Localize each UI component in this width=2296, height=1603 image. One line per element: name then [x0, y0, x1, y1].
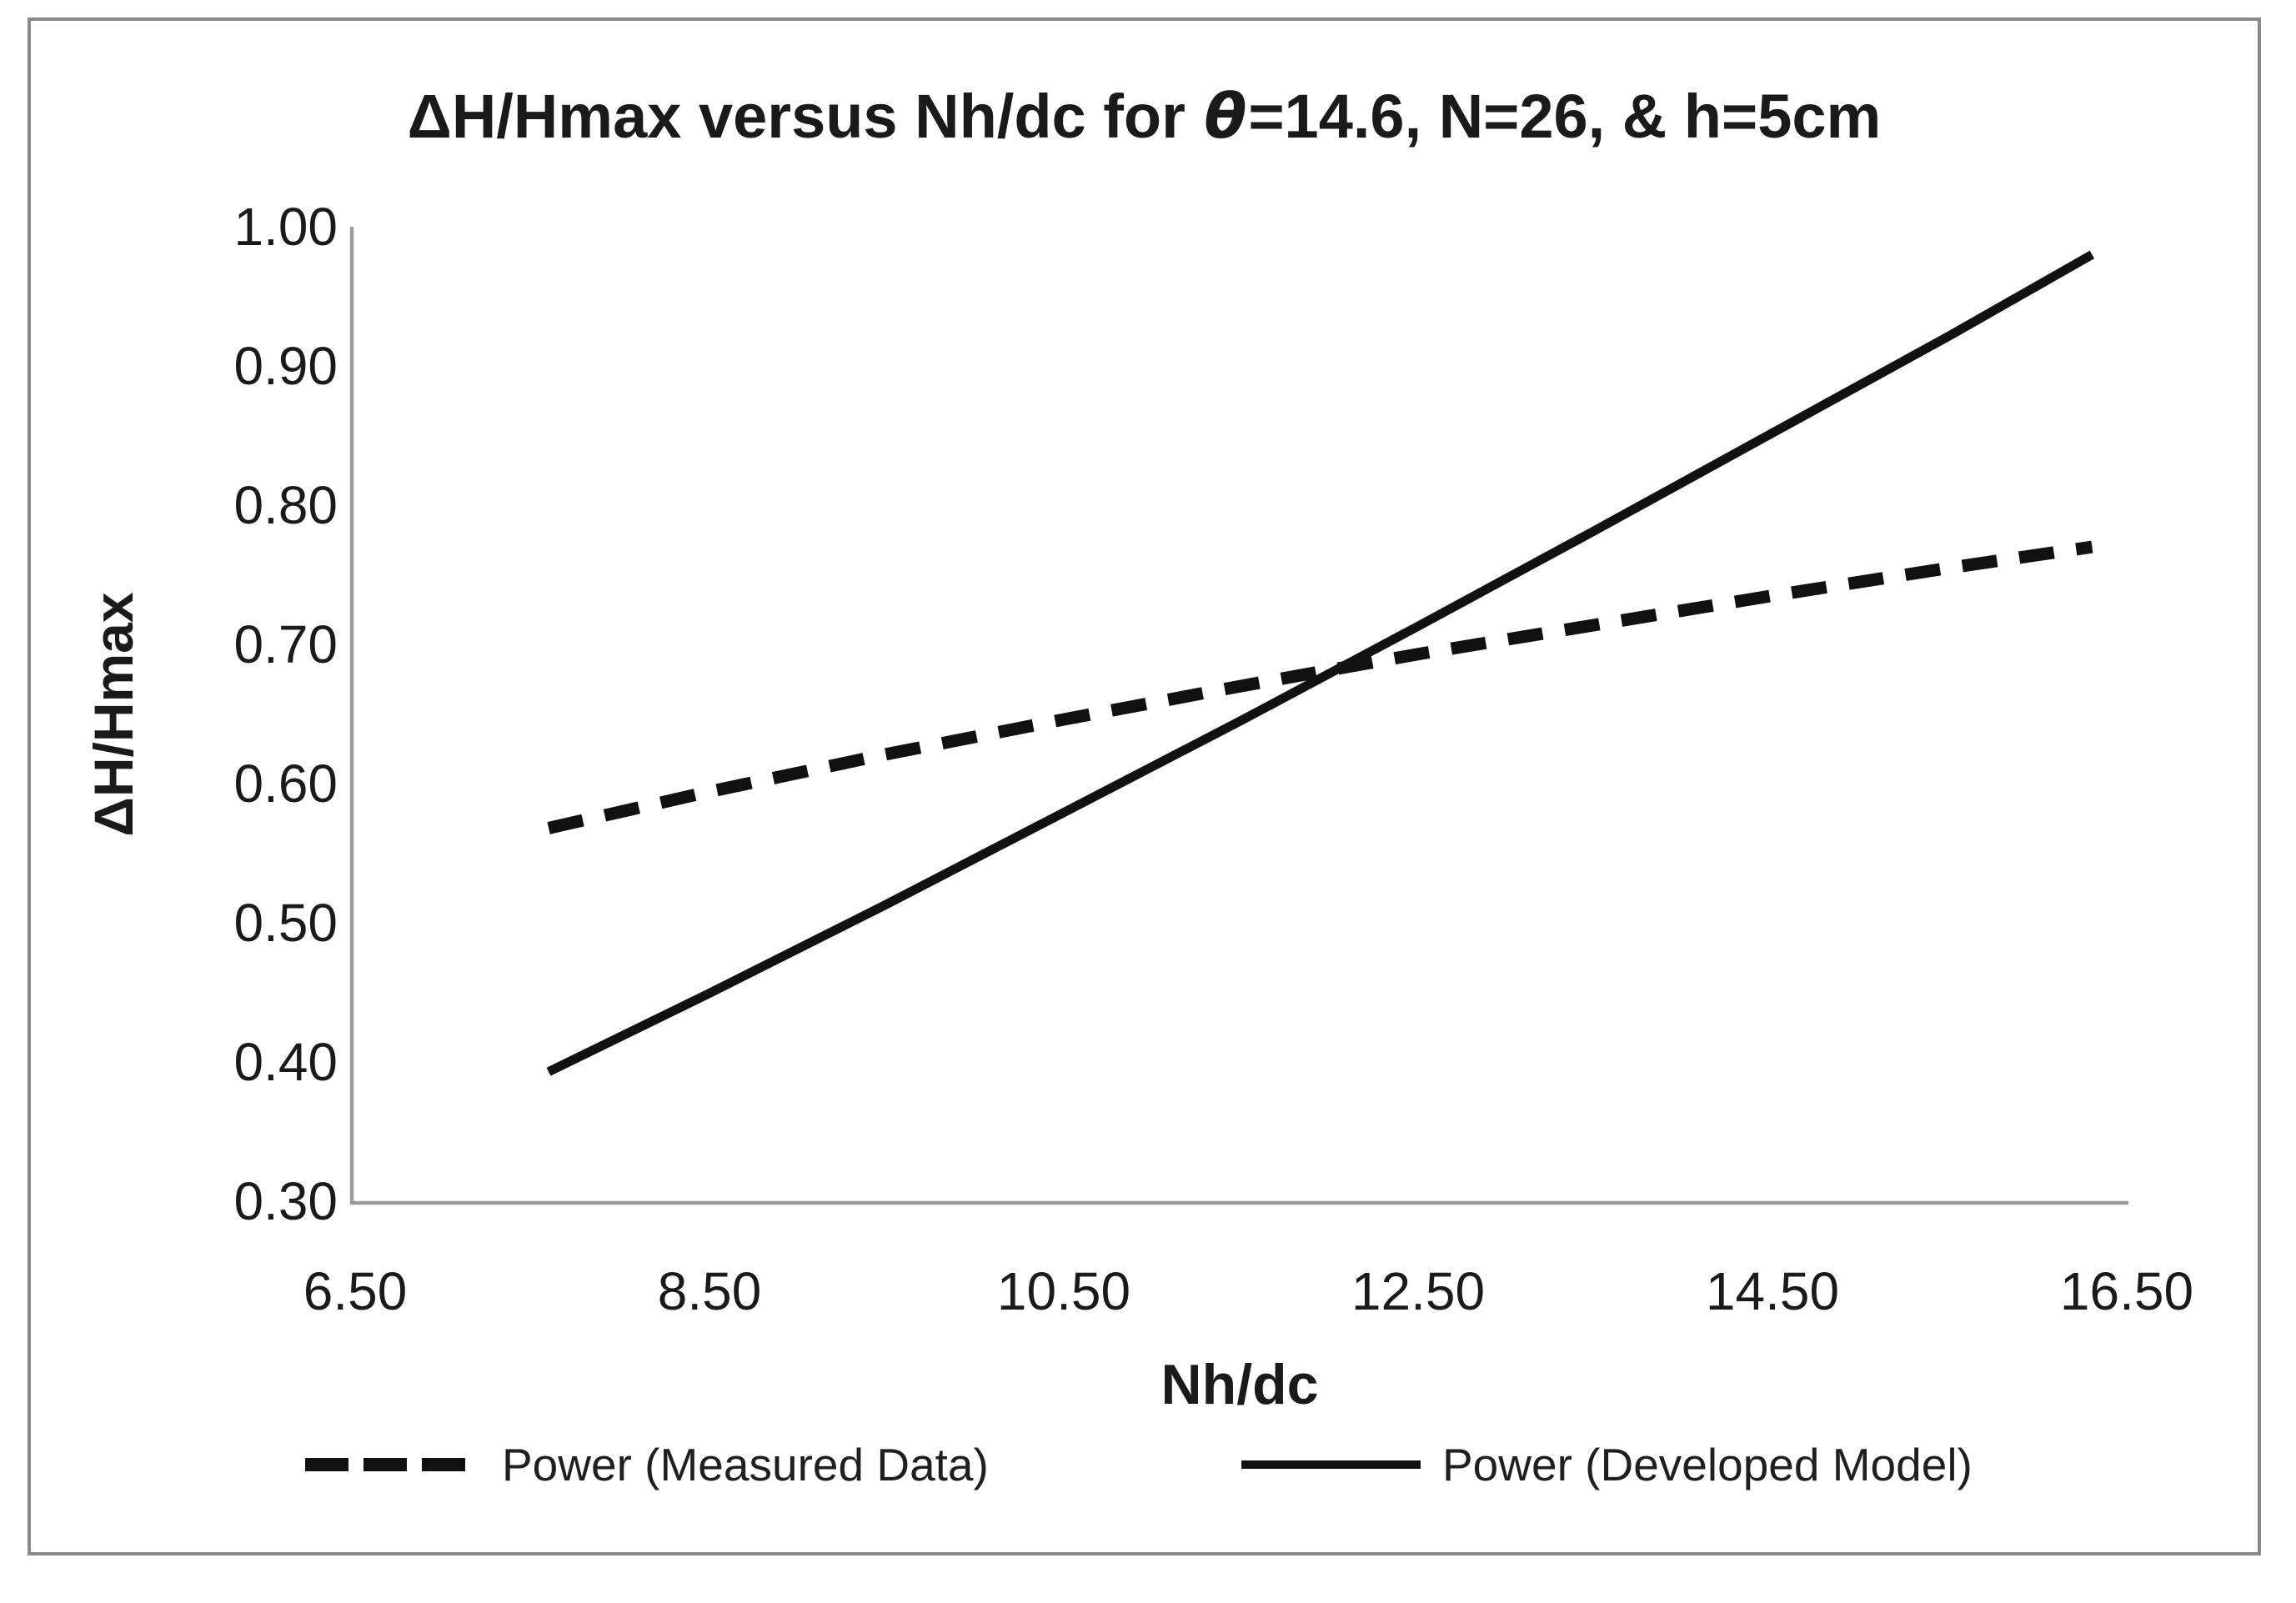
x-tick-label: 16.50 — [2059, 1261, 2194, 1321]
trendline-solid — [546, 250, 2095, 1076]
theta-symbol: θ — [1204, 81, 1247, 153]
y-tick-label: 0.50 — [233, 893, 338, 953]
chart-figure: ΔH/Hmax versus Nh/dc for θ=14.6, N=26, &… — [28, 18, 2261, 1555]
x-tick-label: 8.50 — [657, 1261, 762, 1321]
y-tick-label: 0.60 — [233, 754, 338, 814]
x-axis-title: Nh/dc — [1161, 1353, 1319, 1416]
dashed-line-swatch-icon — [305, 1458, 465, 1471]
y-tick-label: 1.00 — [233, 197, 338, 257]
x-tick-label: 6.50 — [303, 1261, 408, 1321]
plot-svg — [349, 227, 2128, 1205]
solid-line-swatch-icon — [1241, 1460, 1421, 1469]
y-tick-label: 0.80 — [233, 475, 338, 535]
y-tick-label: 0.30 — [233, 1171, 338, 1231]
legend-label-measured: Power (Measured Data) — [502, 1439, 989, 1490]
series-group — [546, 250, 2095, 1076]
legend-item-measured: Power (Measured Data) — [305, 1431, 989, 1498]
y-tick-label: 0.90 — [233, 336, 338, 396]
legend-item-model: Power (Developed Model) — [1241, 1431, 1973, 1498]
x-tick-label: 10.50 — [996, 1261, 1131, 1321]
y-tick-label: 0.40 — [233, 1032, 338, 1092]
x-tick-label: 12.50 — [1351, 1261, 1486, 1321]
y-axis-title: ΔH/Hmax — [83, 592, 144, 837]
trendline-dashed — [547, 540, 2093, 834]
chart-title-post: =14.6, N=26, & h=5cm — [1248, 82, 1882, 151]
chart-title: ΔH/Hmax versus Nh/dc for θ=14.6, N=26, &… — [31, 81, 2258, 153]
x-tick-label: 14.50 — [1705, 1261, 1840, 1321]
chart-title-pre: ΔH/Hmax versus Nh/dc for — [407, 82, 1203, 151]
y-tick-label: 0.70 — [233, 614, 338, 674]
legend-label-model: Power (Developed Model) — [1442, 1439, 1973, 1490]
